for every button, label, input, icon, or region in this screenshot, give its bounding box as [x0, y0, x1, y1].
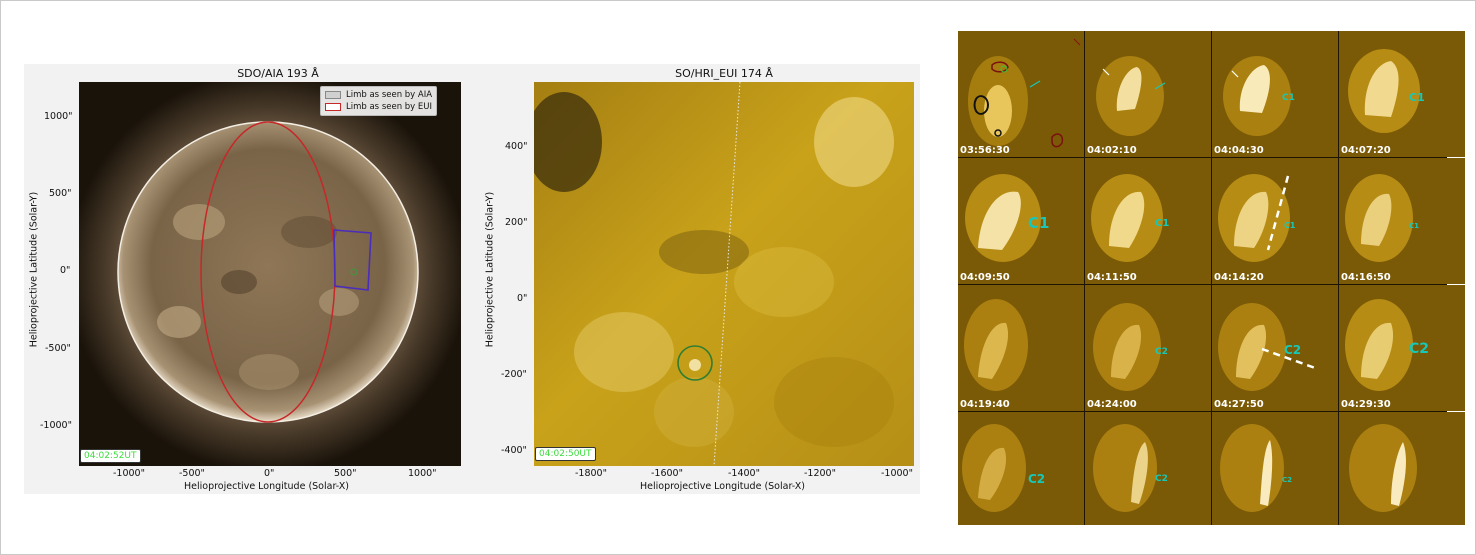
aia-xlabel: Helioprojective Longitude (Solar-X) — [184, 481, 349, 492]
eui-image — [534, 82, 914, 466]
aia-xtick: 1000" — [408, 468, 437, 479]
frame-time: 04:27:50 — [1214, 399, 1264, 410]
eui-ytick: -400" — [501, 445, 527, 456]
frame-image — [1212, 158, 1338, 284]
aia-ylabel: Helioprojective Latitude (Solar-Y) — [28, 191, 40, 348]
frame-time: 04:09:50 — [960, 272, 1010, 283]
aia-ytick: 1000" — [44, 111, 73, 122]
sequence-frame: C2 04:24:00 — [1085, 285, 1211, 411]
frame-time: 03:56:30 — [960, 145, 1010, 156]
frame-time: 04:29:30 — [1341, 399, 1391, 410]
eui-title: SO/HRI_EUI 174 Å — [675, 67, 773, 80]
sequence-frame: C2 — [958, 412, 1084, 525]
frame-image — [1085, 158, 1211, 284]
frame-time: 04:19:40 — [960, 399, 1010, 410]
frame-label: C1 — [1028, 214, 1050, 232]
aia-timestamp: 04:02:52UT — [80, 449, 141, 463]
frame-image — [958, 285, 1084, 411]
frame-label: C1 — [1409, 91, 1425, 104]
sequence-frame: C2 — [1085, 412, 1211, 525]
eui-panel: SO/HRI_EUI 174 Å 04:02:50UT -1800" -1600… — [484, 64, 920, 494]
aia-ytick: -500" — [45, 343, 71, 354]
aia-ytick: 500" — [49, 188, 72, 199]
aia-xtick: -500" — [179, 468, 205, 479]
frame-time: 04:14:20 — [1214, 272, 1264, 283]
aia-xtick: -1000" — [113, 468, 145, 479]
sequence-frame: 03:56:30 — [958, 31, 1084, 157]
aia-panel: SDO/AIA 193 Å — [24, 64, 488, 494]
legend-label-aia: Limb as seen by AIA — [346, 90, 433, 100]
aia-ytick: 0" — [60, 265, 71, 276]
eui-xtick: -1600" — [651, 468, 683, 479]
frame-image — [1339, 285, 1465, 411]
sequence-frame: C1 04:07:20 — [1339, 31, 1465, 157]
eui-ytick: 400" — [505, 141, 528, 152]
aia-legend: Limb as seen by AIA Limb as seen by EUI — [320, 86, 438, 116]
eui-ylabel: Helioprojective Latitude (Solar-Y) — [484, 191, 496, 348]
eui-xlabel: Helioprojective Longitude (Solar-X) — [640, 481, 805, 492]
frame-label: C2 — [1155, 347, 1168, 357]
sequence-frame: C1 04:04:30 — [1212, 31, 1338, 157]
frame-label: C1 — [1409, 222, 1420, 230]
aia-xtick: 0" — [264, 468, 275, 479]
sequence-frame: C2 04:29:30 — [1339, 285, 1465, 411]
legend-entry-aia: Limb as seen by AIA — [325, 89, 432, 101]
frame-time: 04:07:20 — [1341, 145, 1391, 156]
frame-image — [1085, 412, 1211, 525]
eui-ytick: 0" — [517, 293, 528, 304]
frame-time: 04:16:50 — [1341, 272, 1391, 283]
sequence-grid: 03:56:30 04:02:10 C1 04:04:30 C1 04:07:2… — [958, 31, 1465, 525]
frame-image — [958, 31, 1084, 157]
frame-time: 04:04:30 — [1214, 145, 1264, 156]
sequence-frame: 04:02:10 — [1085, 31, 1211, 157]
legend-label-eui: Limb as seen by EUI — [346, 102, 433, 112]
sequence-frame: C2 — [1212, 412, 1338, 525]
frame-image — [1212, 285, 1338, 411]
frame-image — [1212, 31, 1338, 157]
frame-label: C2 — [1155, 474, 1168, 484]
aia-image — [79, 82, 461, 466]
eui-xtick: -1000" — [881, 468, 913, 479]
eui-timestamp: 04:02:50UT — [535, 447, 596, 461]
legend-swatch-aia — [325, 91, 341, 99]
frame-image — [1085, 31, 1211, 157]
sequence-frame: C1 04:09:50 — [958, 158, 1084, 284]
aia-xtick: 500" — [334, 468, 357, 479]
eui-ytick: -200" — [501, 369, 527, 380]
sequence-frame: C1 04:16:50 — [1339, 158, 1465, 284]
sequence-frame: C2 04:27:50 — [1212, 285, 1338, 411]
eui-ytick: 200" — [505, 217, 528, 228]
frame-label: C1 — [1282, 93, 1295, 103]
frame-time: 04:24:00 — [1087, 399, 1137, 410]
frame-image — [1085, 285, 1211, 411]
aia-title: SDO/AIA 193 Å — [237, 67, 319, 80]
aia-ytick: -1000" — [40, 420, 72, 431]
frame-image — [1339, 31, 1465, 157]
frame-label: C2 — [1409, 341, 1430, 357]
legend-swatch-eui — [325, 103, 341, 111]
frame-image — [1339, 158, 1465, 284]
eui-xtick: -1800" — [575, 468, 607, 479]
eui-xtick: -1200" — [804, 468, 836, 479]
sequence-frame: C1 04:14:20 — [1212, 158, 1338, 284]
legend-entry-eui: Limb as seen by EUI — [325, 101, 432, 113]
frame-image — [958, 158, 1084, 284]
frame-image — [1339, 412, 1465, 525]
eui-xtick: -1400" — [728, 468, 760, 479]
frame-label: C2 — [1284, 343, 1302, 357]
frame-label: C2 — [1028, 472, 1046, 486]
sequence-frame — [1339, 412, 1465, 525]
sequence-frame: 04:19:40 — [958, 285, 1084, 411]
frame-label: C1 — [1155, 218, 1170, 229]
frame-image — [958, 412, 1084, 525]
sequence-frame: C1 04:11:50 — [1085, 158, 1211, 284]
frame-label: C2 — [1282, 476, 1293, 484]
frame-image — [1212, 412, 1338, 525]
frame-time: 04:11:50 — [1087, 272, 1137, 283]
frame-time: 04:02:10 — [1087, 145, 1137, 156]
frame-label: C1 — [1284, 221, 1296, 230]
